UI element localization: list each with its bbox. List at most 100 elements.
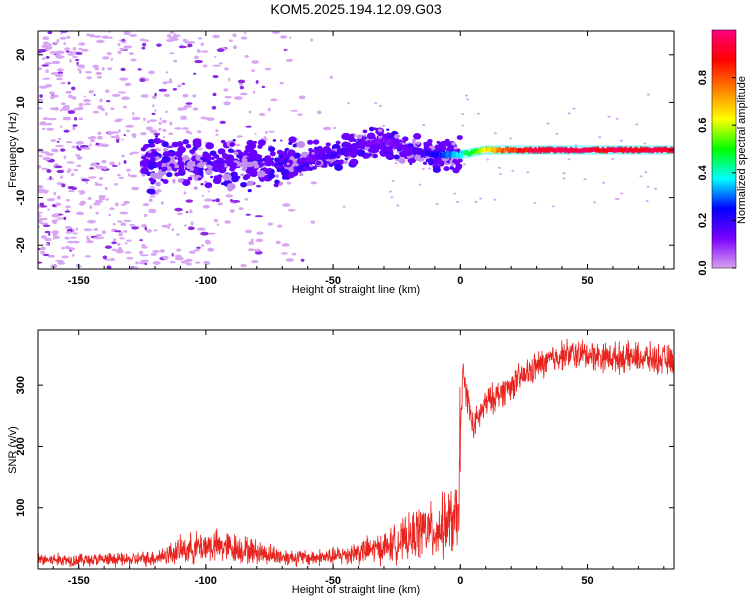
spectrogram-speckle	[74, 154, 81, 157]
spectrogram-ridge-halo	[550, 152, 553, 155]
spectrogram-speckle	[40, 246, 46, 251]
spectrogram-speckle	[38, 188, 46, 192]
spectrogram-speckle	[86, 219, 96, 224]
spectrogram-speckle	[198, 37, 203, 40]
spectrogram-speckle	[89, 135, 97, 140]
spectrogram-speckle	[196, 246, 201, 249]
spectrogram-speckle	[62, 116, 72, 121]
spectrogram-ridge-cell	[387, 138, 391, 144]
spectrogram-echo	[256, 170, 266, 178]
spectrogram-ridge-halo	[497, 145, 500, 148]
spectrogram-ridge-halo	[657, 152, 660, 155]
spectrogram-ridge-halo	[517, 145, 520, 148]
spectrogram-speckle	[272, 31, 280, 34]
snr-series-line	[38, 338, 674, 568]
snr-y-ticks: 100 200 300	[15, 376, 674, 517]
spectrogram-speckle	[86, 76, 92, 80]
spectrogram-speckle	[244, 31, 247, 35]
spectrogram-speckle	[67, 81, 71, 85]
snr-y-tick-label: 100	[15, 499, 27, 517]
spectrogram-speckle	[76, 61, 79, 66]
spectrogram-speckle	[268, 130, 275, 133]
spectrogram-speckle	[160, 201, 164, 205]
spectrogram-echo	[377, 128, 383, 133]
spectrogram-speckle	[639, 175, 643, 178]
spectrogram-echo	[154, 135, 159, 138]
spectrogram-x-tick-label: -50	[325, 275, 341, 287]
spectrogram-ridge-halo	[670, 152, 673, 155]
spectrogram-echo	[287, 172, 295, 179]
spectrogram-speckle	[129, 153, 133, 156]
spectrogram-ridge-halo	[515, 145, 518, 148]
spectrogram-echo	[231, 176, 239, 183]
spectrogram-speckle	[310, 38, 314, 42]
spectrogram-speckle	[526, 171, 530, 174]
spectrogram-speckle	[281, 243, 290, 247]
spectrogram-speckle	[263, 135, 267, 139]
spectrogram-echo	[356, 149, 366, 157]
spectrogram-speckle	[90, 162, 98, 167]
spectrogram-speckle	[196, 227, 206, 231]
spectrogram-echo	[452, 167, 460, 174]
spectrogram-echo	[177, 178, 184, 184]
spectrogram-speckle	[188, 132, 193, 135]
spectrogram-speckle	[65, 225, 72, 230]
spectrogram-ridge-halo	[479, 153, 482, 156]
spectrogram-speckle	[310, 220, 315, 224]
spectrogram-ridge-halo	[517, 152, 520, 155]
spectrogram-speckle	[479, 197, 483, 200]
spectrogram-speckle	[211, 105, 217, 110]
spectrogram-echo	[240, 173, 245, 177]
spectrogram-speckle	[255, 238, 264, 243]
spectrogram-speckle	[635, 123, 639, 126]
spectrogram-speckle	[551, 205, 555, 208]
spectrogram-echo	[150, 143, 156, 148]
spectrogram-ridge-cell	[671, 148, 674, 154]
spectrogram-speckle	[162, 255, 169, 260]
snr-x-tick-label: -50	[325, 575, 341, 587]
spectrogram-ridge-halo	[545, 152, 548, 155]
spectrogram-echo	[296, 140, 306, 148]
spectrogram-speckle	[45, 56, 50, 59]
spectrogram-speckle	[256, 184, 262, 188]
spectrogram-ridge-halo	[591, 152, 594, 155]
spectrogram-speckle	[60, 175, 63, 179]
spectrogram-ridge-halo	[578, 145, 581, 148]
spectrogram-ridge-halo	[655, 152, 658, 155]
spectrogram-speckle	[144, 262, 148, 266]
spectrogram-echo	[205, 169, 213, 176]
spectrogram-y-tick-label: -10	[15, 190, 27, 206]
spectrogram-echo	[242, 175, 249, 181]
spectrogram-echo	[288, 136, 297, 144]
spectrogram-speckle	[131, 226, 139, 230]
spectrogram-speckle	[275, 240, 281, 245]
spectrogram-speckle	[66, 35, 71, 39]
spectrogram-speckle	[248, 110, 252, 114]
spectrogram-ridge-halo	[472, 154, 475, 157]
spectrogram-speckle	[61, 255, 69, 259]
spectrogram-echo	[148, 188, 156, 195]
spectrogram-speckle	[76, 164, 82, 168]
spectrogram-ridge-halo	[622, 152, 625, 155]
spectrogram-speckle	[602, 181, 606, 184]
spectrogram-speckle	[239, 85, 244, 90]
spectrogram-echo	[393, 154, 400, 160]
spectrogram-speckle	[75, 52, 83, 55]
spectrogram-speckle	[69, 59, 72, 63]
spectrogram-speckle	[76, 145, 80, 150]
spectrogram-speckle	[60, 32, 63, 35]
spectrogram-echo	[438, 161, 443, 166]
spectrogram-speckle	[111, 93, 121, 97]
spectrogram-speckle	[163, 135, 166, 139]
spectrogram-speckle	[42, 253, 50, 257]
spectrogram-speckle	[70, 246, 74, 251]
spectrogram-echo	[362, 129, 368, 134]
spectrogram-speckle	[104, 245, 112, 249]
spectrogram-ridge-cell	[506, 146, 509, 152]
spectrogram-speckle	[533, 201, 537, 204]
spectrogram-speckle	[80, 48, 89, 52]
spectrogram-speckle	[99, 98, 103, 103]
spectrogram-echo	[451, 142, 456, 146]
spectrogram-speckle	[39, 122, 45, 126]
spectrogram-speckle	[200, 116, 208, 120]
